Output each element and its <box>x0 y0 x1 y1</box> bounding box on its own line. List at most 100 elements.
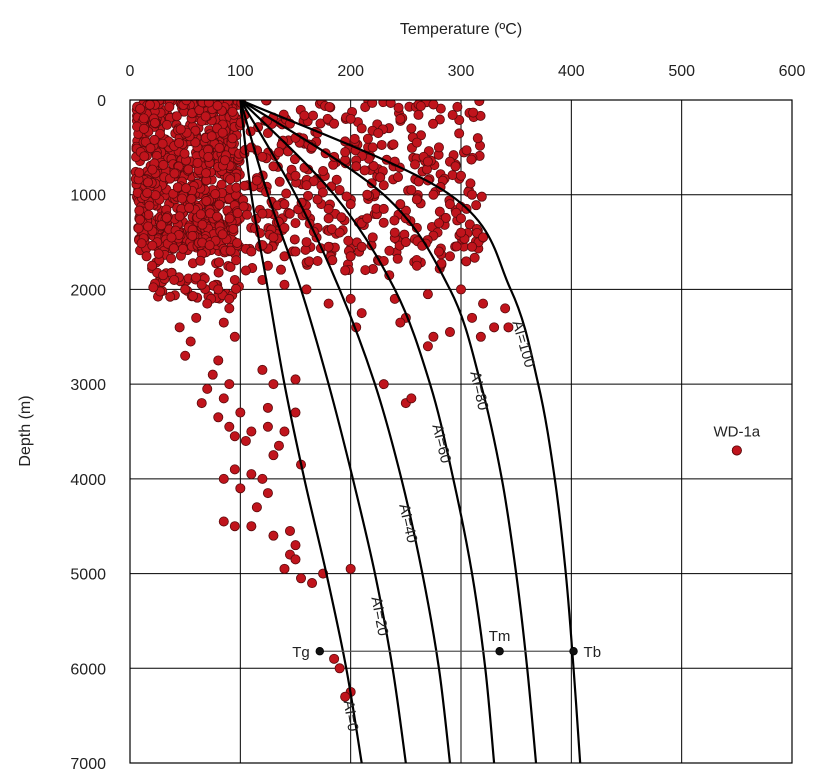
scatter-point <box>450 161 461 172</box>
scatter-point <box>468 107 479 118</box>
ai-curve <box>239 100 582 763</box>
scatter-point <box>329 118 340 129</box>
annotation-marker <box>731 445 742 456</box>
scatter-point <box>472 133 483 144</box>
scatter-point <box>290 218 301 229</box>
scatter-point <box>334 184 345 195</box>
scatter-point <box>444 199 455 210</box>
scatter-point <box>133 223 144 234</box>
scatter-point <box>268 232 279 243</box>
scatter-point <box>455 170 466 181</box>
scatter-point <box>356 123 367 134</box>
scatter-point <box>290 246 301 257</box>
scatter-point <box>262 488 273 499</box>
scatter-point <box>455 284 466 295</box>
scatter-point <box>336 212 347 223</box>
scatter-point <box>169 274 180 285</box>
x-axis-title: Temperature (ºC) <box>400 21 522 38</box>
scatter-point <box>235 407 246 418</box>
scatter-point <box>158 159 169 170</box>
scatter-point <box>191 312 202 323</box>
scatter-point <box>428 100 439 110</box>
scatter-point <box>147 260 158 271</box>
scatter-point <box>153 248 164 259</box>
scatter-point <box>224 303 235 314</box>
plot-frame <box>129 99 793 764</box>
scatter-point <box>257 473 268 484</box>
scatter-point <box>145 143 156 154</box>
scatter-point <box>433 142 444 153</box>
scatter-point <box>312 194 323 205</box>
scatter-point <box>268 161 279 172</box>
scatter-point <box>345 563 356 574</box>
scatter-point <box>307 578 318 589</box>
scatter-point <box>224 213 235 224</box>
scatter-point <box>268 379 279 390</box>
scatter-point <box>141 251 152 262</box>
scatter-point <box>428 331 439 342</box>
scatter-point <box>217 127 228 138</box>
scatter-point <box>290 554 301 565</box>
scatter-point <box>161 212 172 223</box>
scatter-point <box>406 123 417 134</box>
scatter-point <box>467 312 478 323</box>
scatter-point <box>240 435 251 446</box>
scatter-point <box>273 440 284 451</box>
scatter-point <box>343 235 354 246</box>
scatter-point <box>476 191 487 202</box>
y-tick-label: 6000 <box>70 661 106 678</box>
scatter-point <box>341 191 352 202</box>
scatter-point <box>179 148 190 159</box>
scatter-point <box>392 253 403 264</box>
scatter-point <box>340 691 351 702</box>
scatter-point <box>225 245 236 256</box>
scatter-point <box>232 208 243 219</box>
scatter-point <box>135 103 146 114</box>
y-axis-title: Depth (m) <box>17 395 34 466</box>
scatter-point <box>290 540 301 551</box>
scatter-point <box>415 101 426 112</box>
scatter-point <box>213 284 224 295</box>
scatter-point <box>203 100 214 108</box>
scatter-point <box>373 128 384 139</box>
x-tick-labels: 0 100 200 300 400 500 600 <box>126 63 806 80</box>
y-tick-label: 4000 <box>70 472 106 489</box>
scatter-point <box>229 431 240 442</box>
y-tick-label: 1000 <box>70 188 106 205</box>
scatter-point <box>201 168 212 179</box>
scatter-point <box>411 194 422 205</box>
scatter-point <box>290 170 301 181</box>
scatter-point <box>478 232 489 243</box>
scatter-point <box>410 159 421 170</box>
scatter-point <box>433 218 444 229</box>
scatter-point <box>301 237 312 248</box>
scatter-point <box>268 530 279 541</box>
scatter-point <box>143 221 154 232</box>
scatter-point <box>174 138 185 149</box>
scatter-point <box>447 110 458 121</box>
scatter-point <box>395 113 406 124</box>
scatter-point <box>345 199 356 210</box>
scatter-point <box>229 521 240 532</box>
scatter-point <box>323 213 334 224</box>
scatter-point <box>213 355 224 366</box>
scatter-point <box>362 213 373 224</box>
scatter-point <box>166 232 177 243</box>
scatter-point <box>422 156 433 167</box>
scatter-point <box>218 317 229 328</box>
scatter-point <box>454 128 465 139</box>
scatter-point <box>156 220 167 231</box>
scatter-point <box>376 139 387 150</box>
scatter-point <box>296 573 307 584</box>
scatter-point <box>165 291 176 302</box>
y-tick-label: 2000 <box>70 282 106 299</box>
x-tick-label: 600 <box>779 63 806 80</box>
scatter-point <box>206 131 217 142</box>
scatter-point <box>340 147 351 158</box>
scatter-point <box>406 184 417 195</box>
scatter-point <box>214 142 225 153</box>
scatter-point <box>451 241 462 252</box>
scatter-point <box>452 101 463 112</box>
y-tick-label: 7000 <box>70 756 106 773</box>
scatter-point <box>262 421 273 432</box>
